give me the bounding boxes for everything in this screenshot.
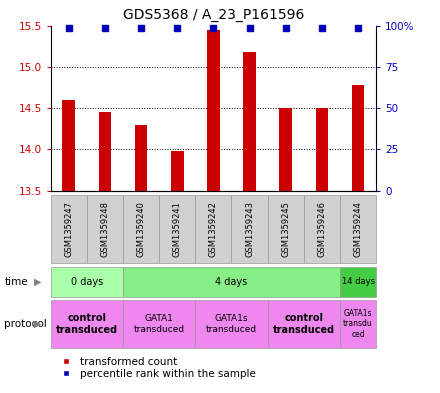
Bar [315,108,328,191]
Bar [123,267,340,297]
Bar [243,52,256,191]
Bar [135,125,147,191]
Bar [268,300,340,348]
Text: GSM1359240: GSM1359240 [136,201,146,257]
Bar [51,195,87,263]
Bar [207,30,220,191]
Bar [171,151,183,191]
Bar [123,195,159,263]
Text: 0 days: 0 days [71,277,103,287]
Text: GATA1s
transduced: GATA1s transduced [206,314,257,334]
Bar [195,195,231,263]
Bar [51,267,123,297]
Bar [99,112,111,191]
Legend: transformed count, percentile rank within the sample: transformed count, percentile rank withi… [56,357,256,378]
Text: protocol: protocol [4,319,47,329]
Bar [279,108,292,191]
Text: GSM1359246: GSM1359246 [317,201,326,257]
Text: GSM1359245: GSM1359245 [281,201,290,257]
Text: ▶: ▶ [33,277,41,287]
Bar [340,300,376,348]
Bar [304,195,340,263]
Bar [268,195,304,263]
Text: time: time [4,277,28,287]
Bar [159,195,195,263]
Bar [195,300,268,348]
Bar [123,300,195,348]
Text: GATA1
transduced: GATA1 transduced [134,314,185,334]
Text: GSM1359244: GSM1359244 [354,201,363,257]
Bar [51,300,123,348]
Bar [62,100,75,191]
Text: GATA1s
transdu
ced: GATA1s transdu ced [343,309,373,339]
Bar [352,85,364,191]
Text: 4 days: 4 days [215,277,248,287]
Text: 14 days: 14 days [341,277,374,286]
Bar [340,195,376,263]
Title: GDS5368 / A_23_P161596: GDS5368 / A_23_P161596 [123,8,304,22]
Text: control
transduced: control transduced [56,313,118,334]
Bar [340,267,376,297]
Bar [231,195,268,263]
Text: GSM1359247: GSM1359247 [64,201,73,257]
Text: GSM1359242: GSM1359242 [209,201,218,257]
Text: ▶: ▶ [33,319,41,329]
Text: GSM1359248: GSM1359248 [100,201,110,257]
Bar [87,195,123,263]
Text: GSM1359241: GSM1359241 [173,201,182,257]
Text: GSM1359243: GSM1359243 [245,201,254,257]
Text: control
transduced: control transduced [273,313,335,334]
